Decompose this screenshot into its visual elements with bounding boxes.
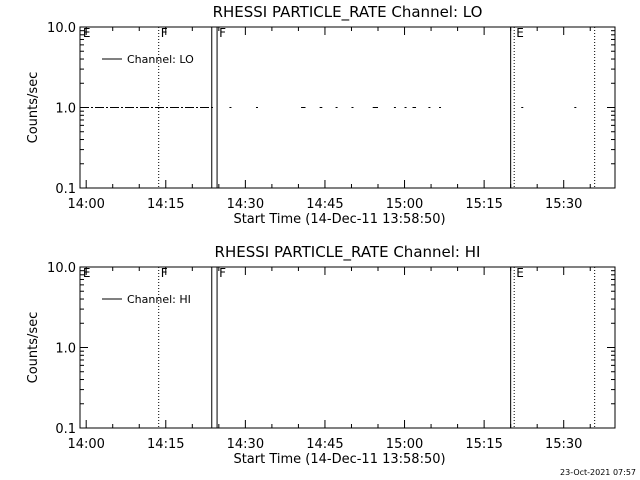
- x-tick-label: 15:15: [465, 197, 502, 212]
- x-tick-label: 14:30: [227, 197, 264, 212]
- x-tick-label: 14:15: [147, 197, 184, 212]
- y-tick-label: 10.0: [47, 21, 76, 36]
- flag-marker-label: F: [161, 266, 168, 280]
- y-tick-label: 1.0: [55, 102, 76, 117]
- x-tick-label: 14:00: [67, 197, 104, 212]
- chart-title: RHESSI PARTICLE_RATE Channel: HI: [215, 243, 481, 262]
- plot-frame: [79, 266, 616, 429]
- flag-marker-label: F: [219, 26, 226, 40]
- x-tick-label: 15:15: [465, 437, 502, 452]
- x-tick-label: 15:30: [545, 197, 582, 212]
- panel-hi: RHESSI PARTICLE_RATE Channel: HI 0.1 1.0 10…: [26, 243, 616, 467]
- x-tick-label: 14:45: [306, 197, 343, 212]
- y-axis-label: Counts/sec: [26, 312, 41, 384]
- y-tick-label: 1.0: [55, 342, 76, 357]
- y-axis-label: Counts/sec: [26, 72, 41, 144]
- flag-marker-label: F: [161, 26, 168, 40]
- legend-label: Channel: LO: [127, 53, 194, 66]
- panel-lo: RHESSI PARTICLE_RATE Channel: LO 0.1 1.0 10…: [26, 3, 616, 227]
- x-axis-label: Start Time (14-Dec-11 13:58:50): [233, 212, 445, 227]
- legend-label: Channel: HI: [127, 293, 191, 306]
- flag-marker-label: F: [219, 266, 226, 280]
- flag-marker-label: E: [516, 26, 524, 40]
- flag-marker-label: E: [83, 26, 91, 40]
- x-tick-label: 15:00: [386, 197, 423, 212]
- y-tick-label: 10.0: [47, 261, 76, 276]
- x-tick-label: 15:30: [545, 437, 582, 452]
- flag-marker-label: E: [516, 266, 524, 280]
- x-tick-label: 14:45: [306, 437, 343, 452]
- x-tick-label: 15:00: [386, 437, 423, 452]
- y-tick-label: 0.1: [55, 182, 76, 197]
- x-tick-label: 14:15: [147, 437, 184, 452]
- x-tick-label: 14:30: [227, 437, 264, 452]
- footer-timestamp: 23-Oct-2021 07:57: [560, 468, 636, 477]
- flag-marker-label: E: [83, 266, 91, 280]
- x-tick-label: 14:00: [67, 437, 104, 452]
- y-tick-label: 0.1: [55, 422, 76, 437]
- chart-title: RHESSI PARTICLE_RATE Channel: LO: [213, 3, 483, 22]
- x-axis-label: Start Time (14-Dec-11 13:58:50): [233, 452, 445, 467]
